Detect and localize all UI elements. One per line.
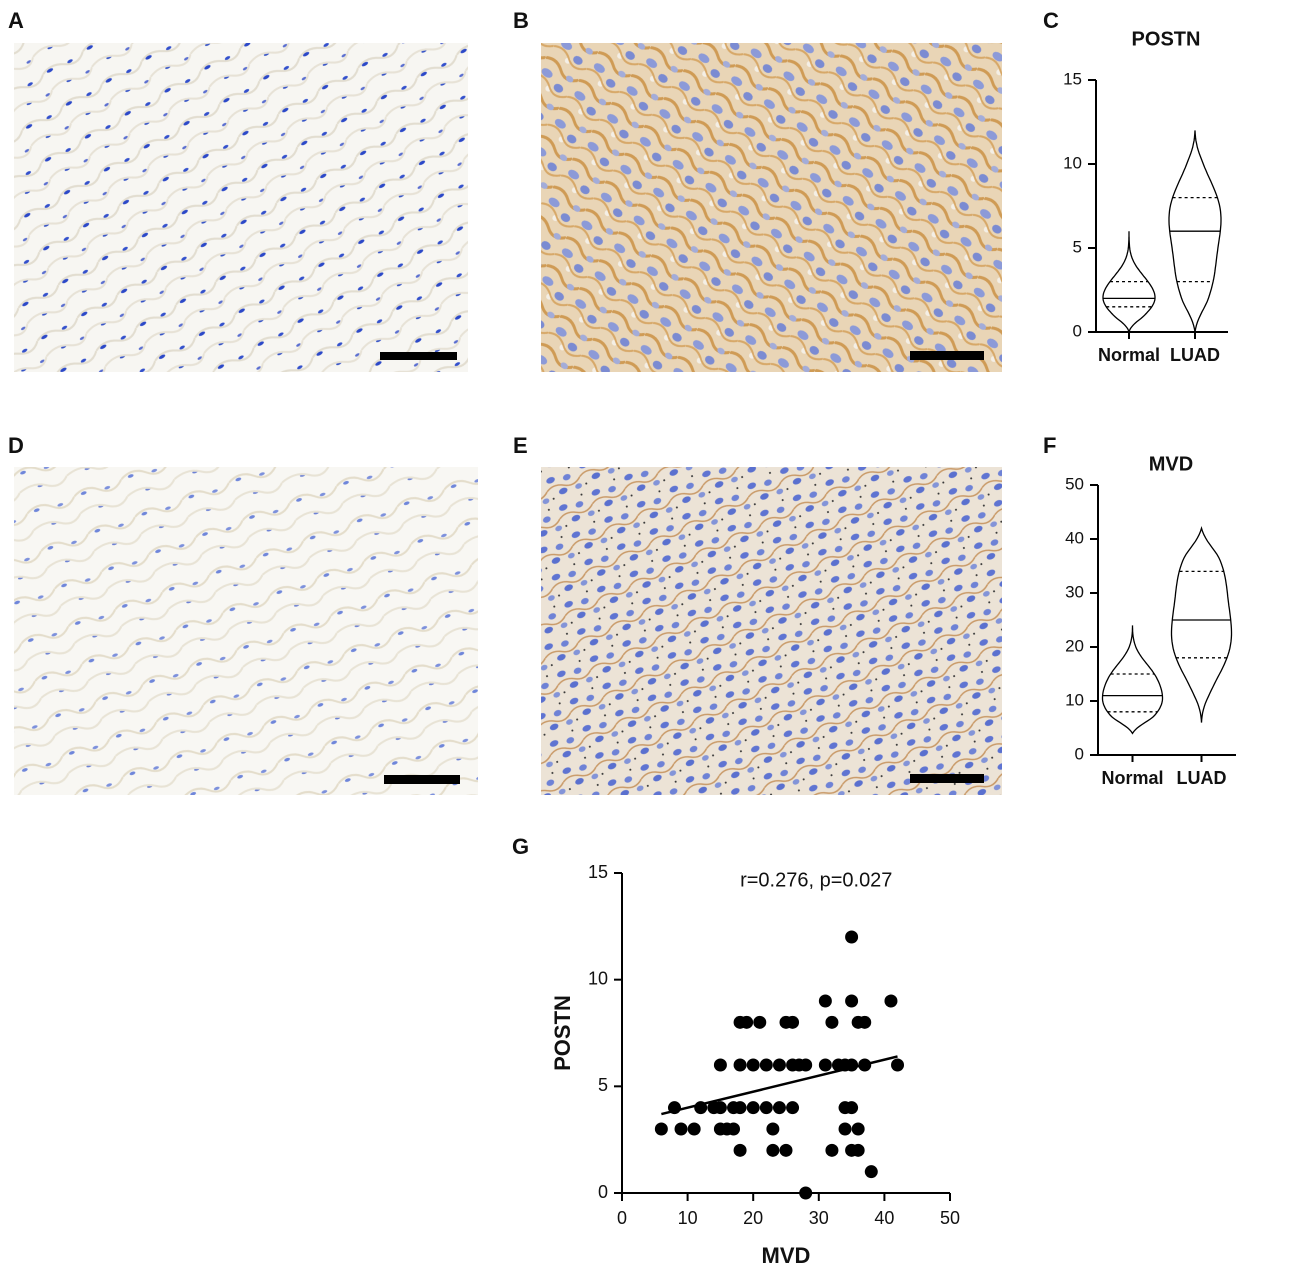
x-tick-label: 40 (874, 1208, 894, 1228)
panel-label: A (8, 8, 24, 33)
scatter-point (825, 1015, 839, 1029)
chart-title: POSTN (1132, 28, 1201, 50)
scatter-point (733, 1101, 747, 1115)
x-tick-label: Normal (1098, 345, 1160, 365)
scatter-point (746, 1101, 760, 1115)
x-tick-label: 30 (809, 1208, 829, 1228)
fit-line (661, 1055, 898, 1116)
y-tick-label: 0 (1073, 321, 1082, 340)
scatter-point (674, 1122, 688, 1136)
scatter-point (713, 1058, 727, 1072)
violin (1168, 130, 1222, 333)
scatter-point (845, 1101, 859, 1115)
y-axis-label: POSTN (550, 995, 575, 1071)
violin (1101, 625, 1164, 735)
x-axis-label: MVD (762, 1243, 811, 1268)
scatter-point (818, 994, 832, 1008)
x-tick-label: LUAD (1177, 768, 1227, 788)
scatter-point (733, 1143, 747, 1157)
scatter-point (891, 1058, 905, 1072)
scatter-point (851, 1122, 865, 1136)
micrograph-b (541, 43, 1002, 372)
micrograph-a (14, 43, 468, 372)
annotation: r=0.276, p=0.027 (740, 869, 892, 891)
violin (1102, 231, 1156, 334)
panel-label: B (513, 8, 529, 33)
x-tick-label: 20 (743, 1208, 763, 1228)
chart-title: MVD (1149, 453, 1193, 475)
violin (1170, 526, 1233, 723)
scatter-point (753, 1015, 767, 1029)
scatter-point (713, 1101, 727, 1115)
scatter-point (799, 1186, 813, 1200)
y-tick-label: 10 (1065, 690, 1084, 709)
panel-label: G (512, 834, 529, 859)
y-tick-label: 40 (1065, 528, 1084, 547)
x-tick-label: 0 (617, 1208, 627, 1228)
scatter-point (786, 1015, 800, 1029)
panel-label: C (1043, 8, 1059, 33)
scatter-point (772, 1058, 786, 1072)
scatter-point (687, 1122, 701, 1136)
scatter-point (746, 1058, 760, 1072)
panel-label: E (513, 433, 528, 458)
y-tick-label: 0 (1075, 744, 1084, 763)
y-tick-label: 15 (588, 862, 608, 882)
y-tick-label: 20 (1065, 636, 1084, 655)
scatter-point (740, 1015, 754, 1029)
micrograph-d (14, 467, 478, 795)
scatter-point (727, 1122, 741, 1136)
scatter-point (759, 1101, 773, 1115)
y-tick-label: 10 (588, 968, 608, 988)
scatter-point (845, 930, 859, 944)
scatter-point (654, 1122, 668, 1136)
scatter-point (766, 1143, 780, 1157)
x-tick-label: 50 (940, 1208, 960, 1228)
scatter-point (845, 994, 859, 1008)
panel-label: D (8, 433, 24, 458)
scatter-point (786, 1101, 800, 1115)
scatter-point (838, 1122, 852, 1136)
x-tick-label: Normal (1101, 768, 1163, 788)
scatter-point (733, 1058, 747, 1072)
x-tick-label: 10 (678, 1208, 698, 1228)
y-tick-label: 0 (598, 1182, 608, 1202)
scatter-point (818, 1058, 832, 1072)
scatter-point (884, 994, 898, 1008)
scatter-point (864, 1165, 878, 1179)
y-tick-label: 30 (1065, 582, 1084, 601)
scatter-point (825, 1143, 839, 1157)
scatter-point (851, 1143, 865, 1157)
x-tick-label: LUAD (1170, 345, 1220, 365)
scatter-point (799, 1058, 813, 1072)
scatter-point (766, 1122, 780, 1136)
y-tick-label: 10 (1063, 153, 1082, 172)
y-tick-label: 50 (1065, 474, 1084, 493)
scatter-point (779, 1143, 793, 1157)
scatter-point (772, 1101, 786, 1115)
y-tick-label: 15 (1063, 69, 1082, 88)
panel-label: F (1043, 433, 1056, 458)
scatter-point (759, 1058, 773, 1072)
micrograph-e (541, 467, 1002, 795)
scatter-point (858, 1015, 872, 1029)
y-tick-label: 5 (598, 1075, 608, 1095)
y-tick-label: 5 (1073, 237, 1082, 256)
